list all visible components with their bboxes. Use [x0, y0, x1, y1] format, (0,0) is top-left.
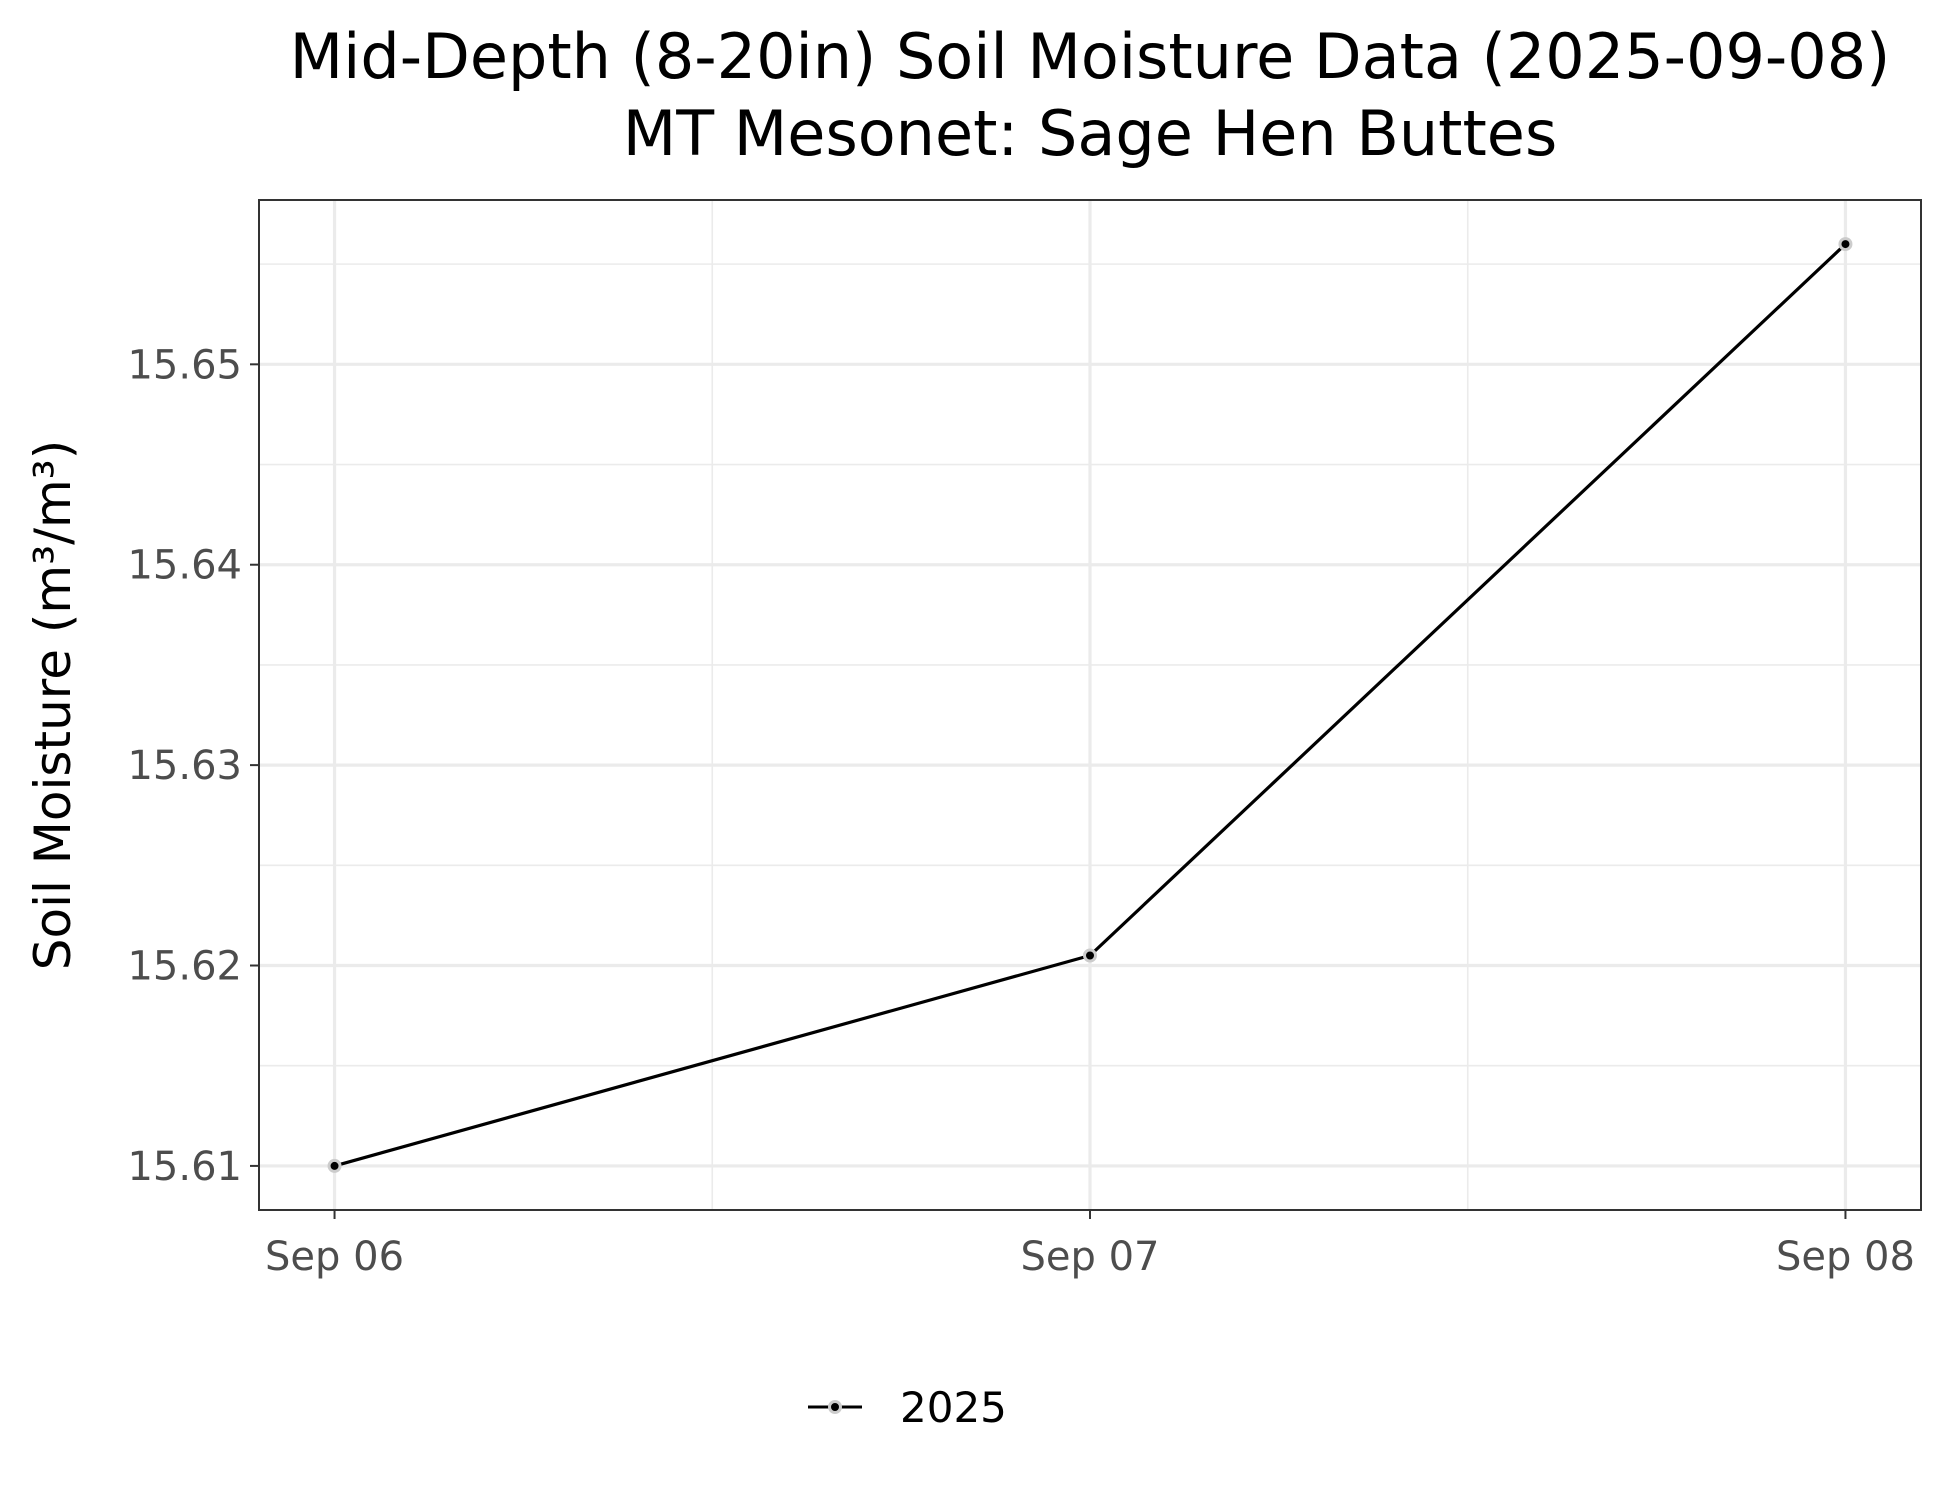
chart-subtitle: MT Mesonet: Sage Hen Buttes [623, 97, 1558, 170]
y-tick-label: 15.64 [127, 543, 242, 589]
data-point [1838, 237, 1853, 252]
y-tick-label: 15.63 [127, 743, 242, 789]
legend: 2025 [808, 1383, 1007, 1432]
y-tick-label: 15.65 [127, 342, 242, 388]
x-tick-label: Sep 07 [1020, 1234, 1159, 1280]
major-gridlines [259, 200, 1921, 1210]
series-layer [327, 237, 1853, 1173]
data-point [1083, 948, 1097, 963]
x-axis-ticks: Sep 06 Sep 07 Sep 08 [265, 1210, 1915, 1280]
x-tick-label: Sep 08 [1776, 1234, 1915, 1280]
chart-title: Mid-Depth (8-20in) Soil Moisture Data (2… [290, 20, 1891, 93]
y-axis-label: Soil Moisture (m³/m³) [24, 440, 82, 970]
y-tick-label: 15.62 [127, 944, 242, 990]
x-tick-label: Sep 06 [265, 1234, 404, 1280]
y-tick-label: 15.61 [127, 1144, 242, 1190]
data-point [327, 1158, 342, 1173]
legend-key-point [828, 1400, 842, 1414]
y-axis-ticks: 15.61 15.62 15.63 15.64 15.65 [127, 342, 259, 1190]
legend-label-2025: 2025 [900, 1383, 1007, 1432]
